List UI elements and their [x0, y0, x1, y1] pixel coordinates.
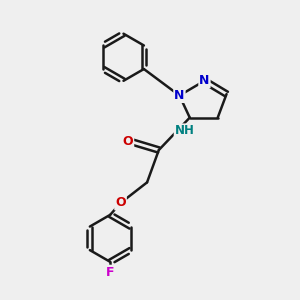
Text: N: N: [174, 89, 184, 102]
Text: N: N: [199, 74, 210, 87]
Text: O: O: [115, 196, 126, 209]
Text: O: O: [123, 135, 133, 148]
Text: NH: NH: [175, 124, 194, 137]
Text: F: F: [106, 266, 115, 279]
